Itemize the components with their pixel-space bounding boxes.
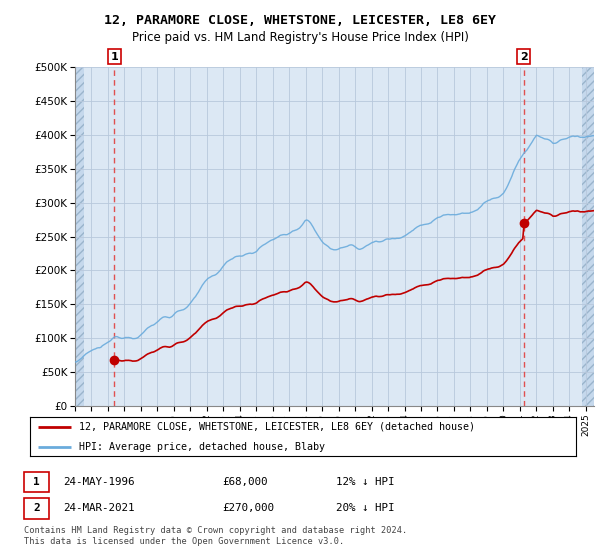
- Text: HPI: Average price, detached house, Blaby: HPI: Average price, detached house, Blab…: [79, 442, 325, 452]
- Text: 24-MAY-1996: 24-MAY-1996: [63, 477, 134, 487]
- Text: 12, PARAMORE CLOSE, WHETSTONE, LEICESTER, LE8 6EY: 12, PARAMORE CLOSE, WHETSTONE, LEICESTER…: [104, 14, 496, 27]
- Bar: [75, 67, 84, 406]
- Text: £270,000: £270,000: [222, 503, 274, 514]
- Text: 24-MAR-2021: 24-MAR-2021: [63, 503, 134, 514]
- Text: 20% ↓ HPI: 20% ↓ HPI: [336, 503, 395, 514]
- Text: Contains HM Land Registry data © Crown copyright and database right 2024.
This d: Contains HM Land Registry data © Crown c…: [24, 526, 407, 546]
- Text: 12, PARAMORE CLOSE, WHETSTONE, LEICESTER, LE8 6EY (detached house): 12, PARAMORE CLOSE, WHETSTONE, LEICESTER…: [79, 422, 475, 432]
- Text: Price paid vs. HM Land Registry's House Price Index (HPI): Price paid vs. HM Land Registry's House …: [131, 31, 469, 44]
- Text: 1: 1: [33, 477, 40, 487]
- Text: 2: 2: [520, 52, 527, 62]
- Text: £68,000: £68,000: [222, 477, 268, 487]
- Text: 2: 2: [33, 503, 40, 514]
- Text: 1: 1: [110, 52, 118, 62]
- Text: 12% ↓ HPI: 12% ↓ HPI: [336, 477, 395, 487]
- Bar: [581, 67, 594, 406]
